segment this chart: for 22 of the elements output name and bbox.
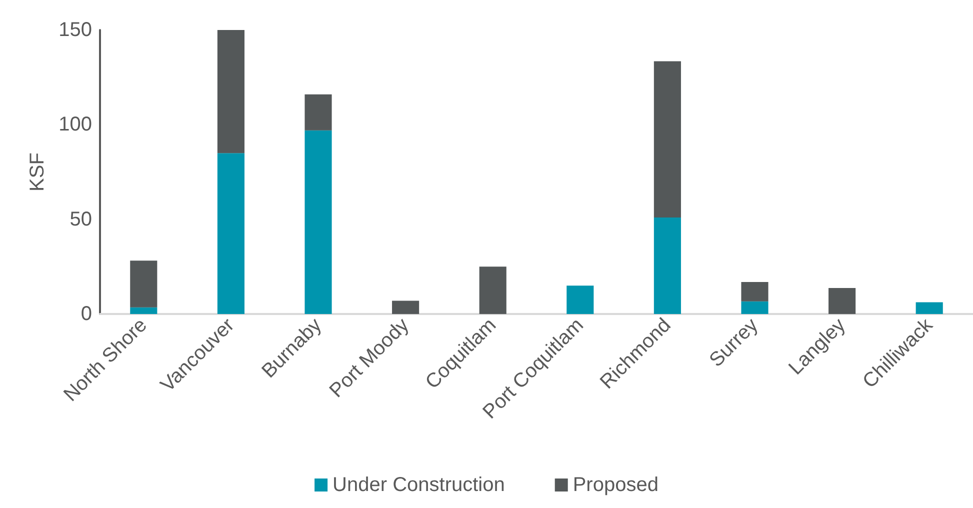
- bar: [217, 153, 244, 314]
- bar: [304, 94, 332, 130]
- y-tick-label: 100: [58, 114, 92, 136]
- y-tick-label: 50: [70, 208, 92, 230]
- y-axis-title: KSF: [26, 152, 49, 192]
- legend-label: Proposed: [572, 474, 658, 496]
- bar: [828, 288, 856, 314]
- bar: [654, 217, 681, 314]
- bar: [392, 300, 420, 314]
- legend-label: Under Construction: [332, 474, 505, 496]
- bar: [304, 130, 332, 314]
- bar: [130, 260, 158, 308]
- bar: [217, 30, 244, 154]
- bar: [566, 286, 594, 314]
- bar: [479, 266, 506, 314]
- y-tick-label: 150: [58, 19, 92, 41]
- y-tick-label: 0: [80, 303, 92, 325]
- bar: [654, 61, 681, 218]
- bar: [741, 282, 768, 302]
- bar: [741, 301, 768, 314]
- bar: [130, 307, 158, 314]
- bar: [916, 302, 943, 314]
